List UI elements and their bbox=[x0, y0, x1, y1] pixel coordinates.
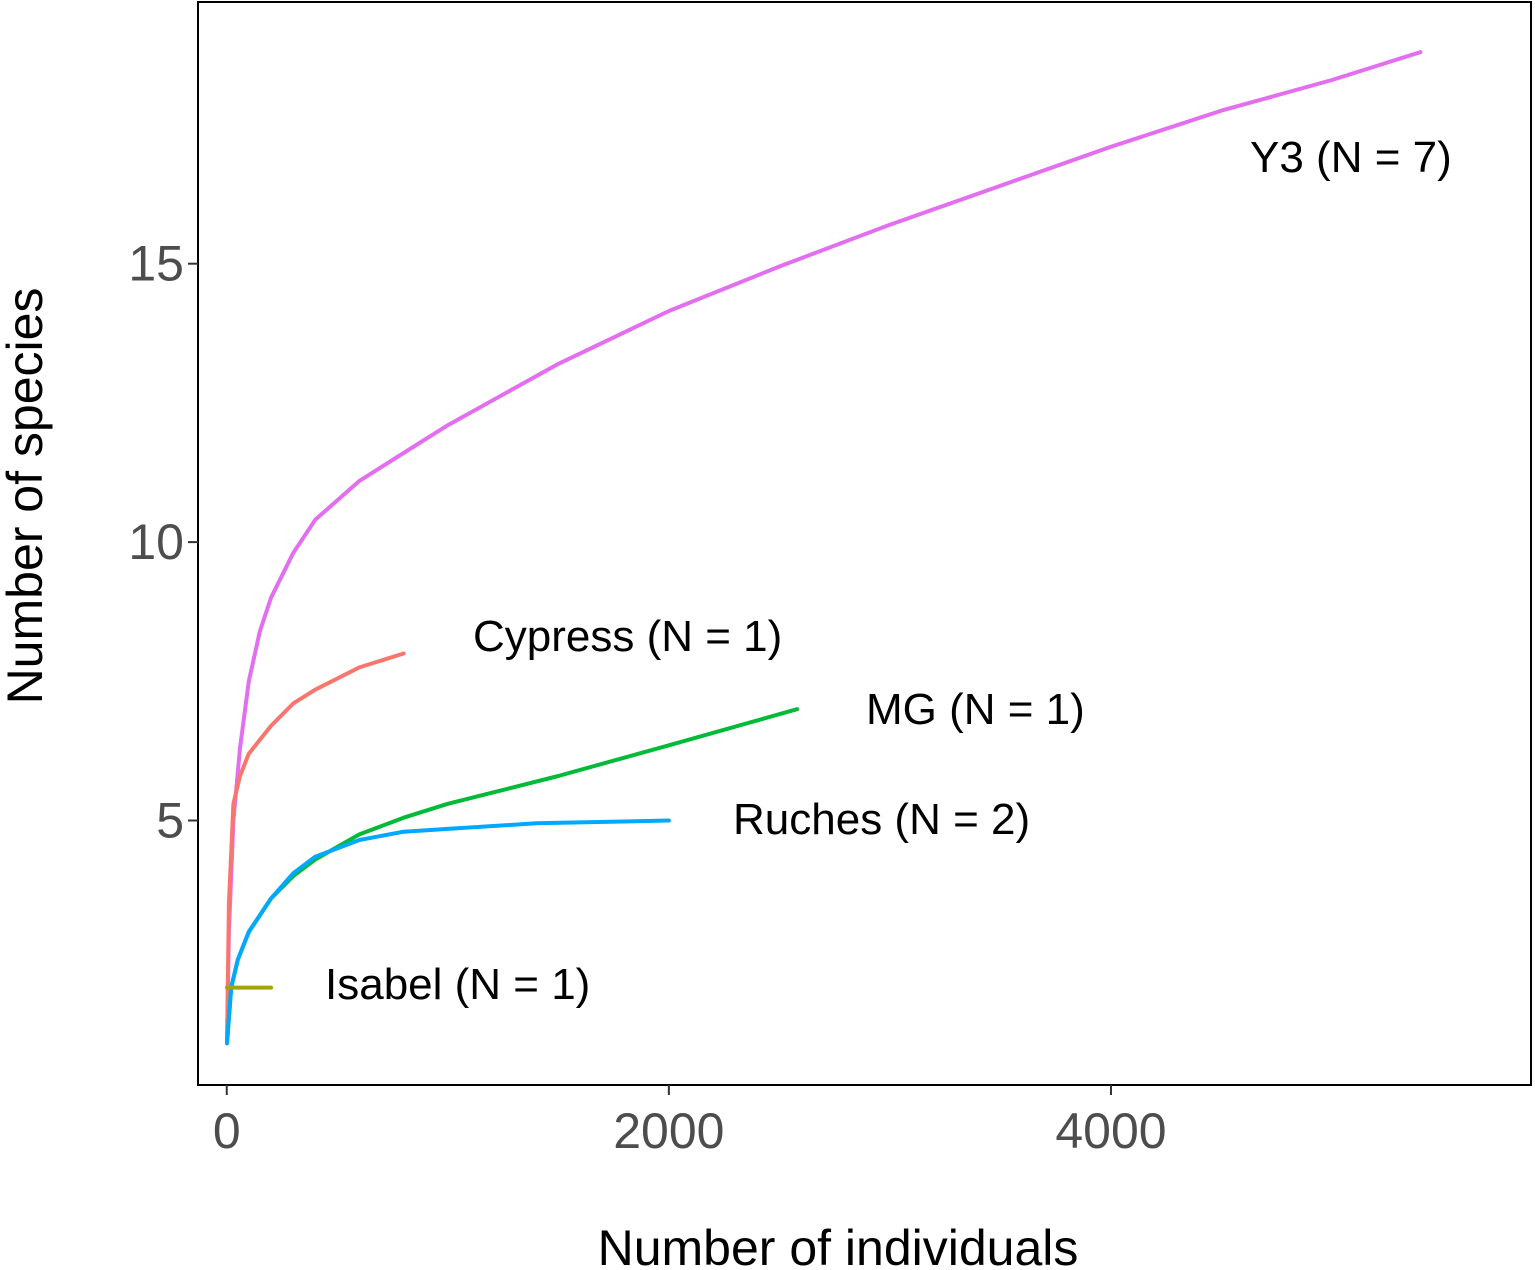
series-lines bbox=[225, 50, 1423, 1046]
plot-panel-border bbox=[197, 1, 1532, 1086]
series-label-y3: Y3 (N = 7) bbox=[1250, 133, 1452, 182]
y-tick-label: 10 bbox=[128, 514, 184, 570]
y-tick-label: 15 bbox=[128, 236, 184, 292]
series-label-cypress: Cypress (N = 1) bbox=[473, 612, 782, 661]
series-label-ruches: Ruches (N = 2) bbox=[733, 795, 1030, 844]
series-line-y3 bbox=[225, 50, 1423, 1046]
y-tick-label: 5 bbox=[156, 793, 184, 849]
series-label-mg: MG (N = 1) bbox=[866, 685, 1085, 734]
x-axis-title: Number of individuals bbox=[598, 1220, 1079, 1270]
y-axis-title: Number of species bbox=[0, 288, 53, 705]
axis-ticks: 0 2000 4000 5 10 15 bbox=[128, 236, 1166, 1159]
x-tick-label: 0 bbox=[213, 1103, 241, 1159]
series-line-cypress bbox=[225, 651, 406, 1046]
x-tick-label: 4000 bbox=[1055, 1103, 1166, 1159]
series-line-ruches bbox=[225, 818, 671, 1046]
x-tick-label: 2000 bbox=[613, 1103, 724, 1159]
series-label-isabel: Isabel (N = 1) bbox=[325, 960, 590, 1009]
